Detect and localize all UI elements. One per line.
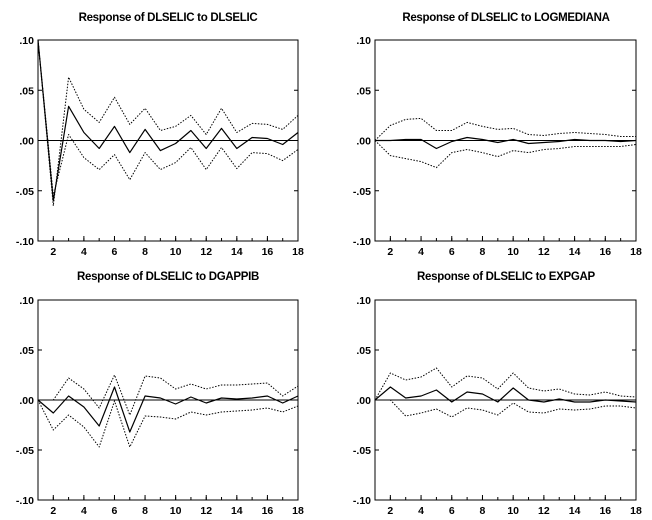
x-tick-label: 8 (142, 505, 148, 517)
x-tick-label: 16 (262, 246, 274, 258)
x-tick-label: 6 (112, 246, 118, 258)
x-tick-label: 2 (50, 246, 56, 258)
x-tick-label: 18 (630, 505, 642, 517)
x-tick-label: 2 (387, 505, 393, 517)
lower-band-line (37, 399, 299, 448)
x-tick-label: 14 (231, 505, 243, 517)
x-tick-label: 14 (231, 246, 243, 258)
y-tick-label: .05 (19, 345, 34, 357)
x-tick-label: 12 (200, 505, 212, 517)
y-tick-label: -.10 (353, 236, 371, 248)
chart-panel: Response of DLSELIC to DGAPPIB .10 .05 .00 -… (16, 271, 304, 517)
x-tick-label: 12 (200, 246, 212, 258)
y-tick-label: .10 (19, 35, 34, 47)
x-tick-label: 12 (538, 505, 550, 517)
x-tick-label: 10 (507, 505, 519, 517)
x-tick-label: 14 (569, 246, 581, 258)
x-tick-label: 6 (449, 505, 455, 517)
x-tick-label: 10 (170, 505, 182, 517)
chart-panel: Response of DLSELIC to DLSELIC .10 .05 .00 -… (16, 12, 304, 258)
lower-band-line (37, 39, 299, 197)
response-line (37, 386, 299, 433)
x-tick-label: 2 (387, 246, 393, 258)
x-tick-label: 4 (81, 505, 87, 517)
upper-band-line (37, 39, 299, 207)
chart-title: Response of DLSELIC to DLSELIC (79, 12, 258, 24)
x-tick-label: 14 (569, 505, 581, 517)
y-tick-label: -.05 (353, 445, 371, 457)
x-tick-label: 16 (599, 246, 611, 258)
x-tick-label: 16 (262, 505, 274, 517)
lower-band-line (375, 399, 637, 418)
y-tick-label: -.05 (353, 186, 371, 198)
y-tick-label: -.10 (16, 495, 34, 507)
x-tick-label: 2 (50, 505, 56, 517)
y-tick-label: -.10 (16, 236, 34, 248)
chart-panel: Response of DLSELIC to EXPGAP .10 .05 .00 -.… (353, 271, 642, 517)
y-tick-label: .00 (356, 136, 371, 148)
x-tick-label: 18 (630, 246, 642, 258)
response-line (375, 136, 637, 150)
chart-panel: Response of DLSELIC to LOGMEDIANA .10 .05.… (353, 12, 642, 258)
x-tick-label: 12 (538, 246, 550, 258)
x-tick-label: 8 (480, 246, 486, 258)
x-tick-label: 18 (292, 505, 304, 517)
y-tick-label: .10 (19, 295, 34, 307)
y-tick-label: .05 (19, 85, 34, 97)
y-tick-label: -.10 (353, 495, 371, 507)
response-line (37, 39, 299, 202)
y-tick-label: -.05 (16, 445, 34, 457)
x-tick-label: 18 (292, 246, 304, 258)
y-tick-label: .10 (356, 295, 371, 307)
response-line (374, 386, 637, 403)
y-tick-label: .05 (356, 85, 371, 97)
chart-title: Response of DLSELIC to LOGMEDIANA (402, 12, 609, 24)
x-tick-label: 8 (480, 505, 486, 517)
upper-band-line (374, 367, 637, 401)
x-tick-label: 10 (170, 246, 182, 258)
y-tick-label: -.05 (16, 186, 34, 198)
x-tick-label: 4 (418, 505, 424, 517)
x-tick-label: 4 (81, 246, 87, 258)
y-tick-label: .05 (356, 345, 371, 357)
chart-title: Response of DLSELIC to DGAPPIB (77, 271, 259, 283)
x-tick-label: 8 (142, 246, 148, 258)
y-tick-label: .00 (356, 395, 371, 407)
x-tick-label: 10 (507, 246, 519, 258)
lower-band-line (374, 140, 637, 169)
chart-title: Response of DLSELIC to EXPGAP (417, 271, 596, 283)
x-tick-label: 6 (112, 505, 118, 517)
x-tick-label: 6 (449, 246, 455, 258)
upper-band-line (38, 374, 299, 416)
x-tick-label: 4 (418, 246, 424, 258)
y-tick-label: .10 (356, 35, 371, 47)
upper-band-line (374, 117, 636, 141)
y-tick-label: .00 (19, 395, 34, 407)
y-tick-label: .00 (19, 136, 34, 148)
x-tick-label: 16 (599, 505, 611, 517)
